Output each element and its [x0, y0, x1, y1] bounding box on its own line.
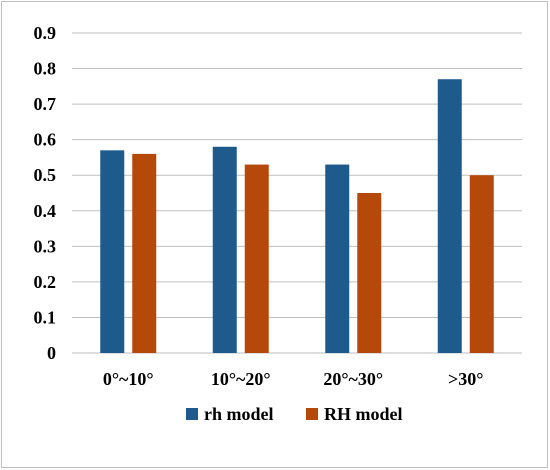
legend-swatch — [306, 408, 318, 420]
x-tick-label: 10°~20° — [211, 369, 271, 389]
legend: rh model RH model — [186, 404, 403, 424]
x-tick-label: 20°~30° — [323, 369, 383, 389]
bar-RH-model — [357, 193, 382, 353]
y-tick-label: 0.2 — [34, 272, 57, 292]
y-tick-label: 0 — [47, 343, 56, 363]
x-axis-ticks: 0°~10° 10°~20° 20°~30° >30° — [103, 369, 484, 389]
y-tick-label: 0.7 — [34, 94, 57, 114]
bar-rh-model — [325, 164, 350, 353]
y-tick-label: 0.6 — [34, 130, 57, 150]
y-axis-ticks: 0 0.1 0.2 0.3 0.4 0.5 0.6 0.7 0.8 0.9 — [34, 23, 57, 363]
bar-RH-model — [244, 164, 269, 353]
y-tick-label: 0.1 — [34, 307, 57, 327]
x-tick-label: >30° — [448, 369, 483, 389]
y-tick-label: 0.8 — [34, 59, 57, 79]
y-tick-label: 0.9 — [34, 23, 57, 43]
bar-RH-model — [132, 153, 157, 353]
bar-RH-model — [469, 175, 494, 353]
y-tick-label: 0.3 — [34, 236, 57, 256]
bar-rh-model — [100, 150, 125, 353]
bar-rh-model — [437, 79, 462, 353]
legend-label: RH model — [324, 404, 403, 424]
bars — [100, 79, 494, 353]
y-tick-label: 0.4 — [34, 201, 57, 221]
legend-swatch — [186, 408, 198, 420]
x-tick-label: 0°~10° — [103, 369, 154, 389]
bar-rh-model — [212, 146, 237, 353]
y-tick-label: 0.5 — [34, 165, 57, 185]
legend-label: rh model — [204, 404, 274, 424]
